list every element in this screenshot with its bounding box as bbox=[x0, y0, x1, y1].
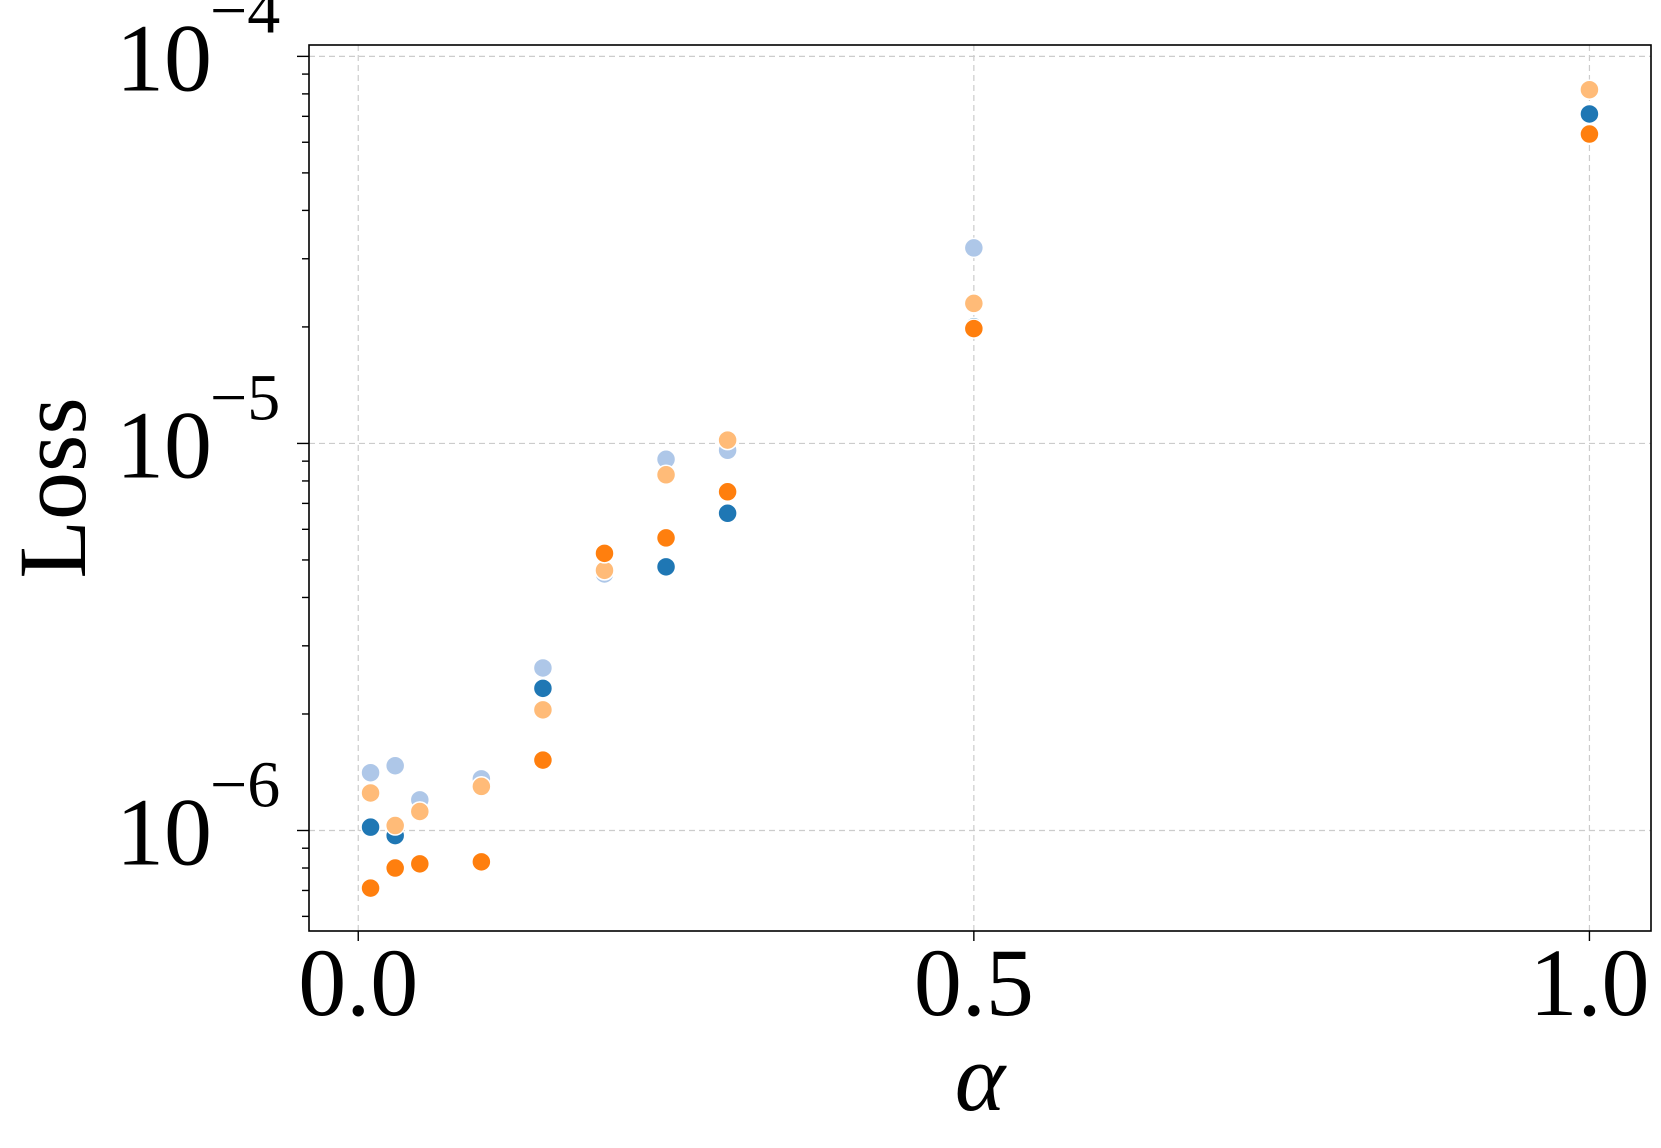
plot-frame bbox=[308, 44, 1652, 932]
scatter-point bbox=[409, 853, 431, 875]
y-tick-label-base: 10 bbox=[116, 4, 212, 111]
scatter-point bbox=[1579, 103, 1600, 125]
x-ticks: 0.0 0.5 1.0 bbox=[298, 929, 1649, 1036]
x-tick-label: 0.5 bbox=[914, 929, 1034, 1036]
scatter-point bbox=[963, 237, 985, 259]
y-tick-label-exponent: −4 bbox=[210, 0, 280, 47]
scatter-point bbox=[963, 318, 985, 339]
grid bbox=[309, 45, 1651, 931]
scatter-point bbox=[1579, 123, 1600, 145]
y-axis-label: Loss bbox=[0, 397, 106, 578]
x-axis-label: α bbox=[955, 1024, 1007, 1131]
scatter-point bbox=[409, 801, 431, 822]
scatter-point bbox=[471, 776, 492, 797]
scatter-point bbox=[471, 851, 492, 873]
y-tick-label-exponent: −5 bbox=[210, 361, 280, 434]
scatter-point bbox=[963, 293, 985, 314]
x-tick-label: 0.0 bbox=[298, 929, 418, 1036]
scatter-point bbox=[717, 503, 738, 524]
y-tick-label-exponent: −6 bbox=[210, 749, 280, 822]
scatter-point bbox=[384, 815, 406, 836]
data-points bbox=[360, 79, 1600, 899]
scatter-point bbox=[532, 749, 554, 771]
scatter-point bbox=[655, 527, 677, 549]
scatter-point bbox=[532, 699, 554, 721]
y-tick-label-base: 10 bbox=[116, 779, 212, 886]
scatter-point bbox=[360, 762, 381, 783]
scatter-point bbox=[384, 857, 406, 879]
scatter-point bbox=[360, 816, 381, 838]
scatter-point bbox=[360, 782, 381, 804]
y-ticks: 10−610−510−4 bbox=[116, 0, 309, 886]
scatter-point bbox=[655, 556, 677, 578]
scatter-point bbox=[1579, 79, 1600, 100]
scatter-point bbox=[532, 657, 554, 679]
scatter-point bbox=[717, 481, 738, 503]
scatter-point bbox=[594, 543, 615, 564]
scatter-point bbox=[655, 464, 677, 486]
scatter-point bbox=[360, 877, 381, 899]
x-tick-label: 1.0 bbox=[1529, 929, 1649, 1036]
minor-ticks bbox=[302, 73, 309, 918]
scatter-point bbox=[384, 755, 406, 776]
scatter-point bbox=[532, 678, 554, 699]
scatter-point bbox=[594, 560, 615, 581]
y-tick-label-base: 10 bbox=[116, 391, 212, 498]
scatter-point bbox=[717, 429, 738, 451]
